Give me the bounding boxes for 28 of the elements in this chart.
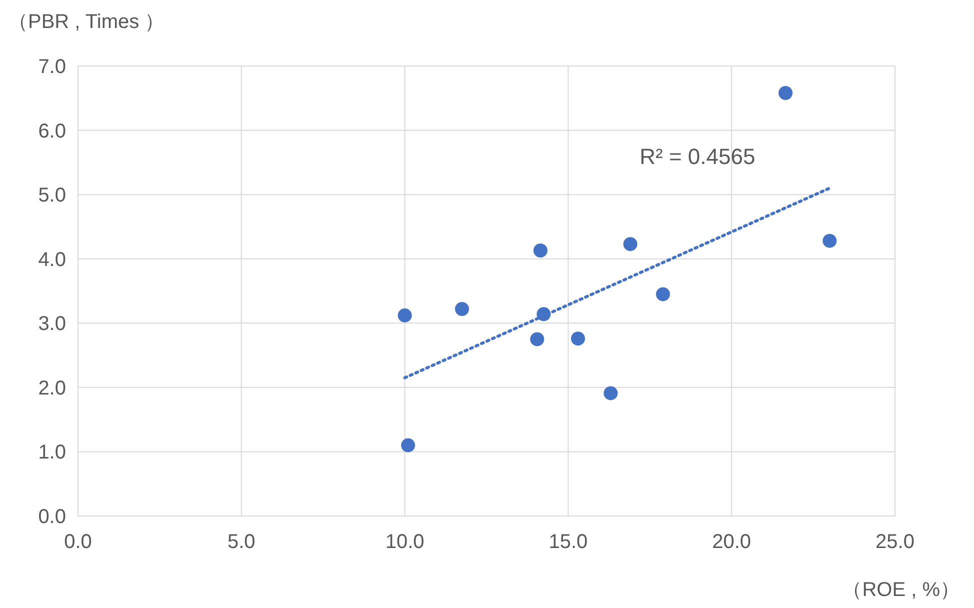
point xyxy=(822,234,837,248)
x-axis-title: （ROE , %） xyxy=(842,579,960,601)
point xyxy=(778,86,793,100)
point xyxy=(604,386,618,400)
y-tick-label: 1.0 xyxy=(38,442,66,464)
point xyxy=(454,302,469,316)
y-tick-label: 7.0 xyxy=(38,56,66,78)
point xyxy=(530,332,544,346)
annotation: R² = 0.4565 xyxy=(640,144,756,170)
point xyxy=(656,287,670,302)
y-tick-label: 0.0 xyxy=(38,506,66,528)
y-tick-label: 6.0 xyxy=(38,120,66,142)
point xyxy=(571,332,586,346)
y-tick-label: 2.0 xyxy=(38,377,66,400)
x-tick-label: 10.0 xyxy=(385,531,424,553)
x-tick-label: 0.0 xyxy=(64,531,92,553)
y-axis-title: （PBR , Times ） xyxy=(8,11,165,33)
x-tick-label: 20.0 xyxy=(712,531,752,553)
y-tick-label: 3.0 xyxy=(38,313,66,336)
point xyxy=(401,438,416,452)
x-tick-label: 25.0 xyxy=(876,531,914,553)
point xyxy=(623,237,638,252)
point xyxy=(398,308,412,322)
y-tick-label: 4.0 xyxy=(38,248,66,271)
x-tick-label: 5.0 xyxy=(227,531,256,553)
point xyxy=(533,244,548,258)
x-tick-label: 15.0 xyxy=(548,531,588,553)
y-tick-label: 5.0 xyxy=(38,184,66,207)
